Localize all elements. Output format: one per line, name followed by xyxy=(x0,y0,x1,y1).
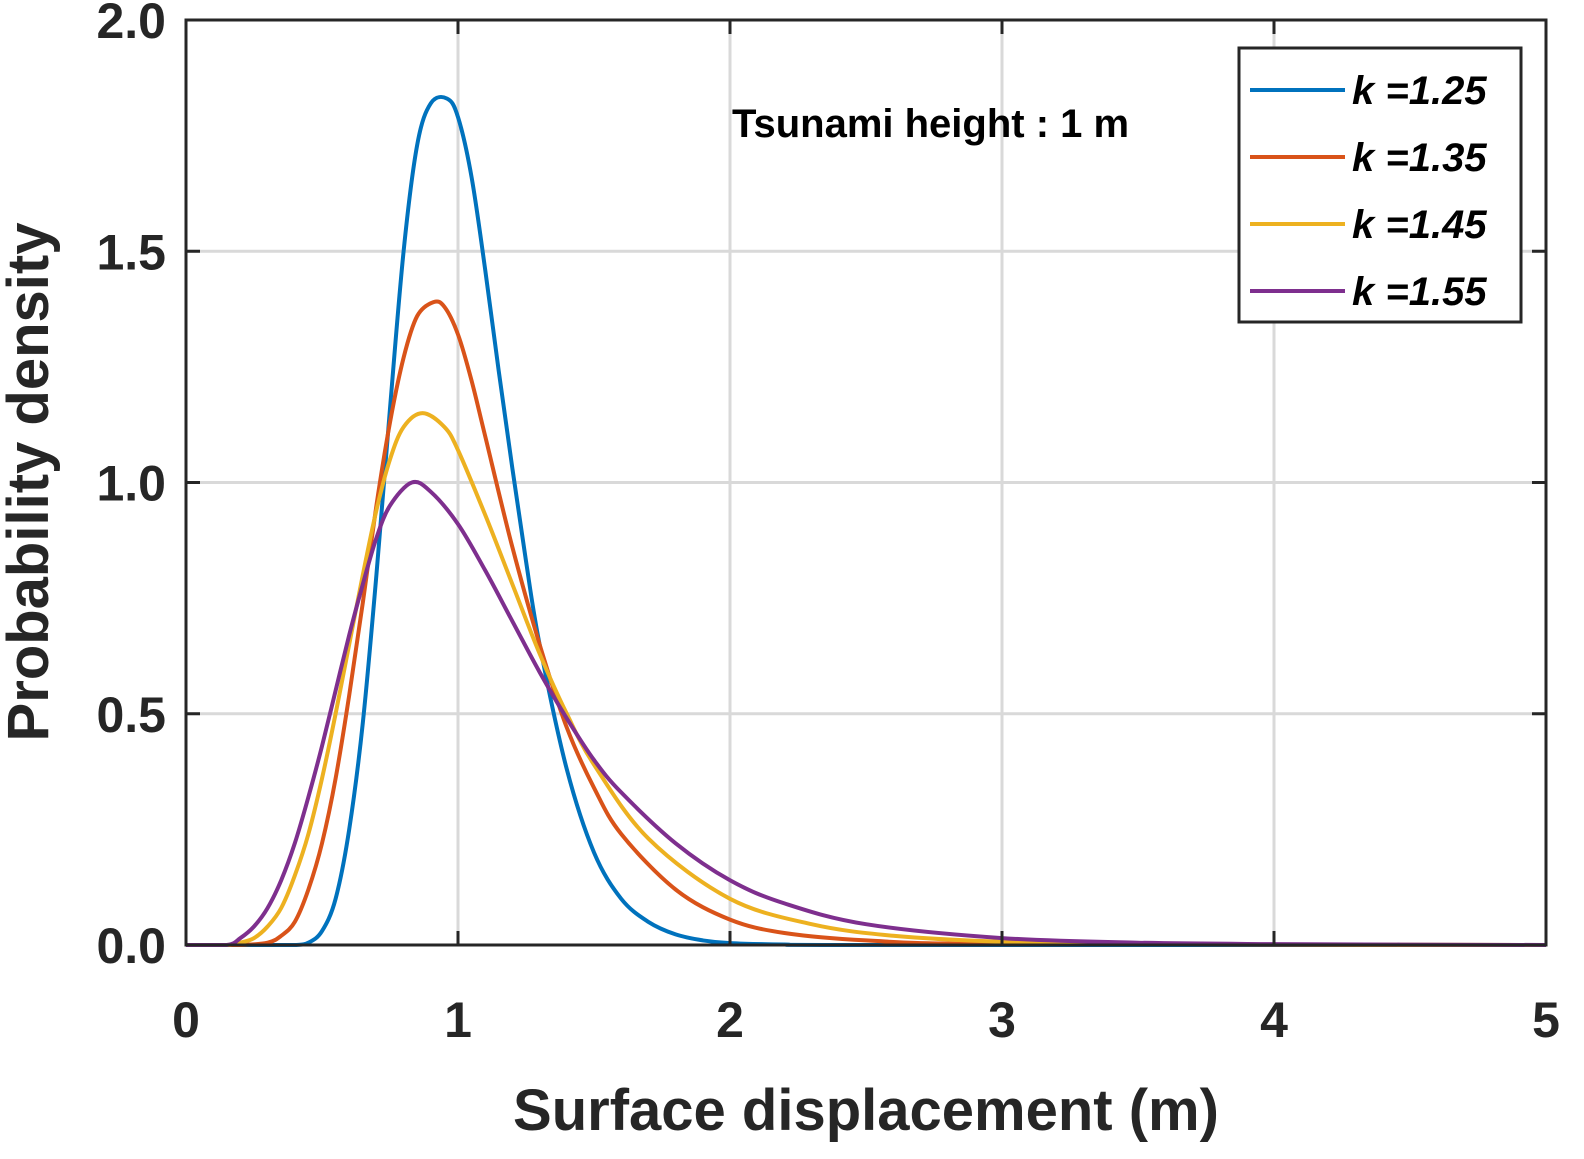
legend-label-4: k =1.55 xyxy=(1352,270,1487,314)
x-tick-label: 0 xyxy=(172,992,200,1048)
y-tick-label: 1.5 xyxy=(96,224,166,280)
x-tick-label: 4 xyxy=(1260,992,1288,1048)
x-tick-label: 2 xyxy=(716,992,744,1048)
x-tick-label: 3 xyxy=(988,992,1016,1048)
series-line-1 xyxy=(185,95,1546,948)
series-layer xyxy=(185,95,1547,948)
series-line-3 xyxy=(185,411,1547,947)
x-tick-label: 5 xyxy=(1532,992,1560,1048)
ticks: 0 1 2 3 4 5 0.0 0.5 1.0 1.5 2.0 xyxy=(96,0,1559,1048)
series-line-2 xyxy=(185,299,1547,947)
legend-label-1: k =1.25 xyxy=(1352,69,1487,113)
legend: k =1.25 k =1.35 k =1.45 k =1.55 xyxy=(1237,46,1523,324)
annotation-text: Tsunami height : 1 m xyxy=(732,102,1129,146)
y-tick-label: 2.0 xyxy=(96,0,166,49)
legend-box xyxy=(1237,46,1523,324)
y-tick-label: 0.5 xyxy=(96,687,166,743)
y-tick-label: 0.0 xyxy=(96,918,166,974)
legend-label-3: k =1.45 xyxy=(1352,203,1487,247)
legend-label-2: k =1.35 xyxy=(1352,136,1487,180)
x-tick-label: 1 xyxy=(444,992,472,1048)
y-tick-label: 1.0 xyxy=(96,456,166,512)
series-line-4 xyxy=(185,479,1547,947)
x-axis-label: Surface displacement (m) xyxy=(513,1078,1219,1143)
y-axis-label: Probability density xyxy=(0,223,61,742)
